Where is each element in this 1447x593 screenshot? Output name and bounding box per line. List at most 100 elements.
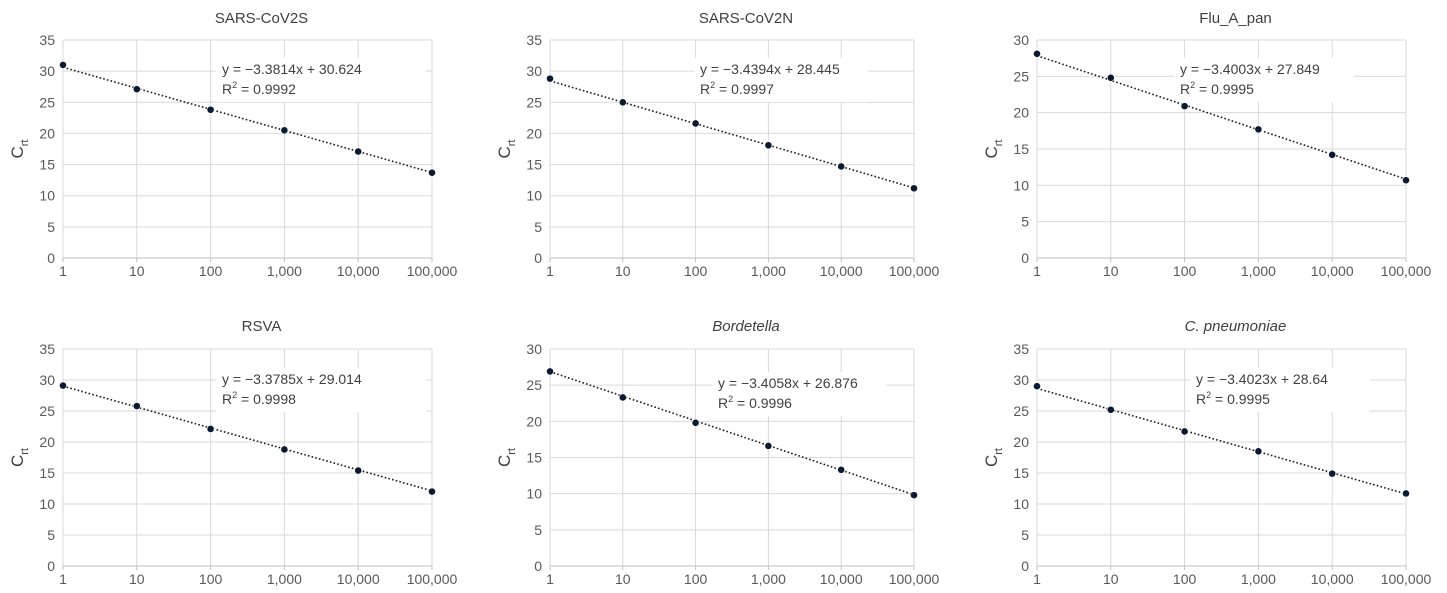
y-tick-label: 0 — [534, 558, 542, 574]
x-tick-label: 1 — [59, 571, 67, 587]
r-squared-value: = 0.9995 — [1211, 391, 1270, 407]
data-point — [837, 465, 846, 474]
y-axis-label-main: C — [8, 146, 27, 158]
r-squared-value: = 0.9996 — [733, 395, 792, 411]
y-axis-label: Crt — [8, 139, 31, 158]
x-tick-label: 100,000 — [1381, 263, 1432, 279]
y-tick-label: 5 — [47, 527, 55, 543]
x-tick-label: 100,000 — [889, 263, 940, 279]
y-tick-label: 35 — [526, 32, 542, 48]
y-tick-label: 25 — [1013, 68, 1029, 84]
y-tick-label: 15 — [1013, 141, 1029, 157]
y-axis-label-main: C — [495, 455, 514, 467]
data-point — [1328, 469, 1337, 478]
data-point — [280, 445, 289, 454]
x-tick-label: 10 — [129, 571, 145, 587]
y-axis-label-main: C — [982, 146, 1001, 158]
y-tick-label: 20 — [39, 125, 55, 141]
r-squared-label: R2 = 0.9992 — [222, 80, 296, 97]
data-point — [132, 402, 141, 410]
data-point — [1180, 427, 1189, 436]
x-tick-label: 1 — [59, 263, 67, 279]
y-tick-label: 0 — [1021, 558, 1029, 574]
y-tick-label: 5 — [534, 522, 542, 538]
y-tick-label: 35 — [1013, 341, 1029, 357]
data-point — [1106, 405, 1115, 414]
y-tick-label: 25 — [39, 94, 55, 110]
y-tick-label: 10 — [1013, 177, 1029, 193]
r-squared-label: R2 = 0.9997 — [700, 80, 774, 97]
r-squared-symbol: R — [1180, 81, 1190, 97]
y-tick-label: 0 — [1021, 250, 1029, 266]
data-point — [59, 381, 67, 390]
x-tick-label: 100 — [199, 263, 223, 279]
y-axis-label: Crt — [982, 139, 1005, 158]
data-point — [428, 487, 436, 496]
x-tick-label: 1,000 — [751, 571, 786, 587]
trendline-equation: y = −3.3814x + 30.624 — [222, 61, 362, 77]
data-point — [132, 85, 141, 94]
data-point — [910, 184, 918, 193]
y-tick-label: 35 — [39, 32, 55, 48]
r-squared-superscript: 2 — [728, 394, 733, 404]
y-axis-label: Crt — [495, 139, 518, 158]
equation-box — [1190, 368, 1370, 412]
equation-box — [1174, 58, 1354, 102]
x-tick-label: 100,000 — [407, 263, 458, 279]
x-tick-label: 10,000 — [820, 263, 863, 279]
data-point — [546, 74, 554, 83]
data-point — [618, 393, 627, 402]
x-tick-label: 10,000 — [337, 571, 380, 587]
x-tick-label: 100 — [1173, 263, 1197, 279]
r-squared-superscript: 2 — [1206, 390, 1211, 400]
data-point — [1328, 150, 1337, 159]
y-axis-label-sub: rt — [993, 448, 1005, 455]
y-tick-label: 25 — [526, 94, 542, 110]
data-point — [1180, 102, 1189, 111]
chart-3: 0 5 10 15 20 25 30 35 1 10 100 1,000 10,000 100,000 RS… — [8, 318, 458, 587]
data-point — [354, 147, 363, 156]
x-tick-label: 100,000 — [407, 571, 458, 587]
equation-box — [712, 372, 886, 416]
chart-title: Flu_A_pan — [1199, 10, 1272, 27]
r-squared-superscript: 2 — [232, 390, 237, 400]
x-tick-label: 1,000 — [751, 263, 786, 279]
y-tick-label: 25 — [1013, 403, 1029, 419]
y-tick-label: 20 — [1013, 434, 1029, 450]
r-squared-superscript: 2 — [1190, 80, 1195, 90]
y-axis-label: Crt — [8, 448, 31, 467]
data-point — [618, 98, 627, 107]
x-tick-label: 10,000 — [1311, 263, 1354, 279]
y-tick-label: 10 — [1013, 496, 1029, 512]
y-tick-label: 30 — [526, 63, 542, 79]
data-point — [1033, 382, 1041, 391]
y-axis-label-sub: rt — [506, 448, 518, 455]
data-point — [1254, 125, 1263, 134]
x-tick-label: 100 — [199, 571, 223, 587]
chart-1: 0 5 10 15 20 25 30 35 1 10 100 1,000 10,000 100,000 SA… — [495, 10, 940, 279]
y-tick-label: 30 — [39, 372, 55, 388]
y-tick-label: 10 — [526, 486, 542, 502]
y-tick-label: 30 — [39, 63, 55, 79]
r-squared-superscript: 2 — [710, 80, 715, 90]
data-point — [1033, 49, 1041, 58]
y-tick-label: 20 — [39, 434, 55, 450]
r-squared-value: = 0.9998 — [237, 391, 296, 407]
x-tick-label: 10 — [615, 571, 631, 587]
y-tick-label: 0 — [534, 250, 542, 266]
y-tick-label: 15 — [526, 157, 542, 173]
y-tick-label: 30 — [1013, 372, 1029, 388]
y-axis-label-sub: rt — [506, 139, 518, 146]
trendline-equation: y = −3.4058x + 26.876 — [718, 375, 858, 391]
trendline-equation: y = −3.4394x + 28.445 — [700, 61, 840, 77]
data-point — [546, 367, 554, 376]
x-tick-label: 100,000 — [889, 571, 940, 587]
y-tick-label: 25 — [526, 377, 542, 393]
chart-title: C. pneumoniae — [1185, 318, 1287, 335]
r-squared-symbol: R — [222, 81, 232, 97]
y-axis-label-main: C — [8, 455, 27, 467]
data-point — [1402, 176, 1410, 185]
y-tick-label: 0 — [47, 250, 55, 266]
data-point — [691, 119, 700, 128]
trendline — [549, 370, 915, 496]
